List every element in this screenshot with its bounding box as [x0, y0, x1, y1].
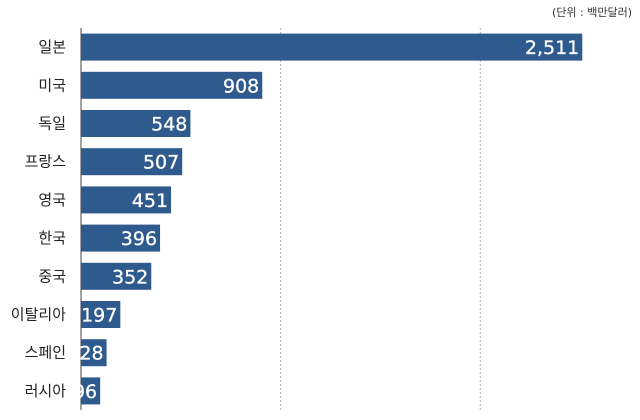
- bar-7: [81, 301, 121, 328]
- bar-1: [81, 71, 263, 99]
- bar-3: [81, 148, 183, 176]
- value-label-2: 548: [151, 114, 187, 136]
- category-label-8: 스페인: [25, 344, 66, 362]
- bar-5: [81, 224, 161, 252]
- value-label-7: 197: [81, 305, 117, 327]
- unit-note: (단위 : 백만달러): [551, 6, 632, 19]
- value-label-8: 128: [67, 343, 103, 365]
- category-label-4: 영국: [38, 191, 66, 209]
- category-label-2: 독일: [38, 115, 66, 133]
- category-label-6: 중국: [38, 267, 66, 285]
- value-label-6: 352: [112, 266, 148, 288]
- bar-series: [81, 33, 583, 405]
- value-label-4: 451: [132, 190, 168, 212]
- value-label-9: 96: [73, 381, 97, 403]
- category-label-7: 이탈리아: [11, 306, 66, 324]
- value-label-0: 2,511: [525, 37, 579, 59]
- bar-8: [81, 339, 107, 367]
- category-label-9: 러시아: [25, 382, 67, 400]
- category-label-0: 일본: [38, 38, 66, 56]
- value-labels: 2,511 908 548 507 451 396 352 197 128 96: [67, 37, 579, 403]
- value-label-1: 908: [223, 75, 259, 97]
- category-label-5: 한국: [38, 229, 66, 247]
- bar-0: [81, 33, 583, 61]
- gridlines: [280, 28, 481, 410]
- bar-4: [81, 186, 172, 214]
- category-label-1: 미국: [38, 76, 66, 94]
- value-label-3: 507: [143, 152, 179, 174]
- bar-9: [81, 377, 101, 405]
- bar-6: [81, 262, 152, 290]
- value-label-5: 396: [121, 228, 157, 250]
- category-label-3: 프랑스: [25, 153, 67, 171]
- bar-2: [81, 110, 191, 137]
